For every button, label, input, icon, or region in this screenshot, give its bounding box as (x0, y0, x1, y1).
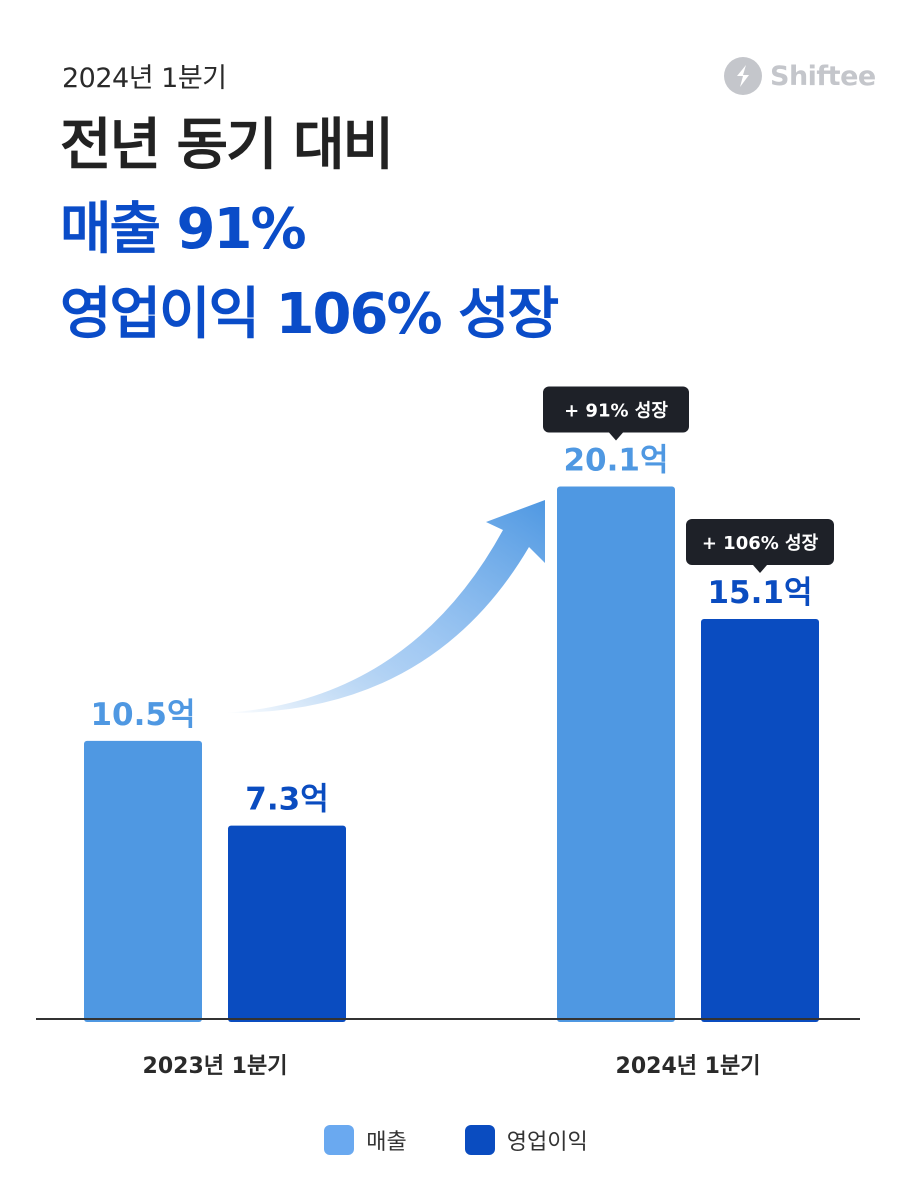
legend-item-revenue: 매출 (324, 1124, 407, 1156)
data-label-revenue-2024-q1: 20.1억 (563, 443, 668, 479)
data-label-operating-profit-2023-q1: 7.3억 (245, 782, 328, 818)
brand-name: Shiftee (770, 60, 876, 92)
growth-tooltip-operating-profit (686, 519, 834, 566)
headline-line-1: 전년 동기 대비 (60, 113, 394, 178)
legend-swatch-operating-profit (464, 1125, 495, 1155)
growth-arrow-icon (225, 500, 545, 714)
period-label: 2024년 1분기 (62, 63, 227, 94)
growth-tooltip-text-operating-profit: + 106% 성장 (702, 533, 819, 554)
data-label-revenue-2023-q1: 10.5억 (90, 697, 195, 733)
x-tick-label-2024-q1: 2024년 1분기 (616, 1054, 761, 1079)
growth-tooltip-text-revenue: + 91% 성장 (564, 401, 668, 422)
legend: 매출 영업이익 (0, 1124, 912, 1156)
bar-revenue-2024-q1 (557, 486, 675, 1022)
x-tick-label-2023-q1: 2023년 1분기 (143, 1054, 288, 1079)
brand-logo: Shiftee (724, 56, 876, 96)
tooltip-pointer (753, 565, 767, 574)
bar-operating-profit-2023-q1 (228, 825, 346, 1022)
legend-swatch-revenue (324, 1125, 355, 1155)
bar-chart: 10.5억 7.3억 2023년 1분기 20.1억 15.1억 2024년 1분기 + 9… (36, 386, 860, 1079)
bar-revenue-2023-q1 (84, 740, 202, 1022)
legend-label-operating-profit: 영업이익 (506, 1130, 588, 1155)
bar-operating-profit-2024-q1 (701, 619, 819, 1022)
growth-tooltip-revenue (543, 386, 689, 433)
data-label-operating-profit-2024-q1: 15.1억 (707, 575, 812, 611)
headline-line-3: 영업이익 106% 성장 (60, 282, 559, 347)
shiftee-logo-icon (724, 57, 762, 95)
legend-item-operating-profit: 영업이익 (464, 1124, 588, 1156)
headline-line-2: 매출 91% (60, 197, 307, 262)
tooltip-pointer (609, 432, 623, 441)
legend-label-revenue: 매출 (366, 1130, 407, 1155)
